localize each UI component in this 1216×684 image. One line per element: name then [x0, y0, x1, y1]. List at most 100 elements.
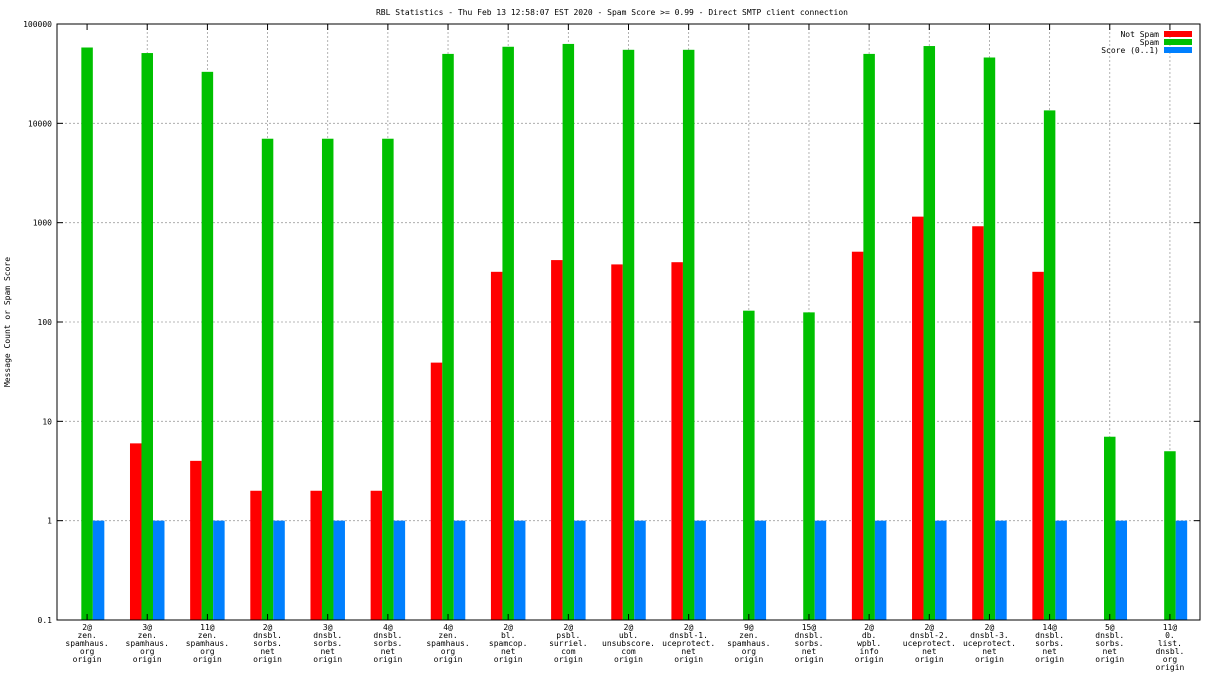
x-tick-label-line: origin [614, 655, 643, 664]
x-tick-label-line: sorbs. [1035, 639, 1064, 648]
bar-spam [983, 57, 996, 620]
legend-swatch [1164, 39, 1192, 45]
x-tick-label-line: 2@ [564, 623, 574, 632]
x-tick-label-line: wpbl. [857, 639, 881, 648]
bar-spam [141, 53, 153, 621]
bar-not-spam [490, 271, 503, 620]
x-tick-label-line: origin [1155, 663, 1184, 672]
x-tick-label-line: 2@ [624, 623, 634, 632]
x-tick-label-line: 2@ [985, 623, 995, 632]
bar-spam [1164, 451, 1176, 620]
bar-score-0-1 [874, 520, 887, 620]
x-tick-label-line: 11@ [1163, 623, 1178, 632]
x-tick-label-line: uceprotect. [903, 639, 956, 648]
x-tick-label-line: db. [862, 631, 876, 640]
x-tick-label-line: 3@ [142, 623, 152, 632]
x-tick-label-line: net [922, 647, 937, 656]
x-tick-label-line: origin [554, 655, 583, 664]
x-tick-label-line: origin [915, 655, 944, 664]
bar-score-0-1 [935, 520, 947, 620]
x-tick-label-line: 0. [1165, 631, 1175, 640]
bar-spam [1043, 110, 1056, 620]
x-tick-label-line: origin [795, 655, 824, 664]
x-tick-label-line: origin [373, 655, 402, 664]
x-tick-label-line: dnsbl. [1035, 631, 1064, 640]
x-tick-label-line: dnsbl-3. [970, 631, 1009, 640]
x-tick-label-line: origin [313, 655, 342, 664]
bar-not-spam [250, 490, 262, 620]
x-tick-label-line: net [681, 647, 696, 656]
x-tick-label-line: net [501, 647, 516, 656]
x-tick-label-line: zen. [77, 631, 96, 640]
bar-spam [562, 43, 575, 621]
x-tick-label-line: zen. [198, 631, 217, 640]
bar-not-spam [671, 262, 683, 620]
legend-swatch [1164, 31, 1192, 37]
bar-score-0-1 [92, 520, 105, 620]
x-tick-label-line: org [140, 647, 155, 656]
bar-score-0-1 [273, 520, 285, 620]
x-tick-label-line: origin [734, 655, 763, 664]
x-tick-label-line: 2@ [924, 623, 934, 632]
x-tick-label-line: origin [1035, 655, 1064, 664]
x-tick-label-line: list. [1158, 639, 1182, 648]
bar-score-0-1 [333, 520, 345, 620]
y-axis-label: Message Count or Spam Score [3, 257, 12, 387]
x-tick-label-line: psbl. [556, 631, 580, 640]
x-tick-label-line: net [982, 647, 997, 656]
bar-spam [923, 46, 936, 621]
x-tick-label-line: 3@ [323, 623, 333, 632]
x-tick-label-line: origin [975, 655, 1004, 664]
bar-not-spam [430, 362, 443, 620]
bar-spam [502, 46, 514, 620]
x-tick-label-line: org [742, 647, 757, 656]
x-tick-label-line: 2@ [82, 623, 92, 632]
x-tick-label-line: org [80, 647, 95, 656]
bar-score-0-1 [1175, 520, 1188, 620]
x-tick-label-line: 4@ [383, 623, 393, 632]
bar-spam [622, 49, 635, 621]
x-tick-label-line: dnsbl. [373, 631, 402, 640]
x-tick-label-line: dnsbl. [253, 631, 282, 640]
x-tick-label-line: origin [434, 655, 463, 664]
legend-label: Spam [1140, 38, 1159, 47]
x-tick-label-line: dnsbl-1. [669, 631, 708, 640]
y-tick-label: 0.1 [38, 616, 53, 625]
bar-score-0-1 [1055, 520, 1067, 620]
x-tick-label-line: spamhaus. [126, 639, 169, 648]
x-tick-label-line: spamhaus. [65, 639, 108, 648]
x-tick-label-line: 2@ [503, 623, 513, 632]
bar-score-0-1 [754, 520, 767, 620]
y-tick-label: 10 [42, 417, 52, 426]
bar-not-spam [851, 251, 864, 620]
bar-spam [863, 53, 875, 620]
x-tick-label-line: zen. [138, 631, 157, 640]
x-tick-label-line: net [802, 647, 817, 656]
x-tick-label-line: org [441, 647, 456, 656]
x-tick-label-line: com [561, 647, 576, 656]
y-axis-ticks: 0.1 1 10 100 1000 10000 100000 [23, 20, 1200, 625]
x-tick-label-line: origin [253, 655, 282, 664]
x-tick-label-line: 15@ [802, 623, 817, 632]
x-tick-label-line: dnsbl. [1155, 647, 1184, 656]
x-tick-label-line: net [260, 647, 275, 656]
bar-spam [81, 47, 93, 620]
x-tick-label-line: dnsbl-2. [910, 631, 949, 640]
x-tick-label-line: origin [133, 655, 162, 664]
x-tick-label-line: 14@ [1042, 623, 1057, 632]
bar-score-0-1 [995, 520, 1007, 620]
y-tick-label: 1000 [33, 219, 52, 228]
